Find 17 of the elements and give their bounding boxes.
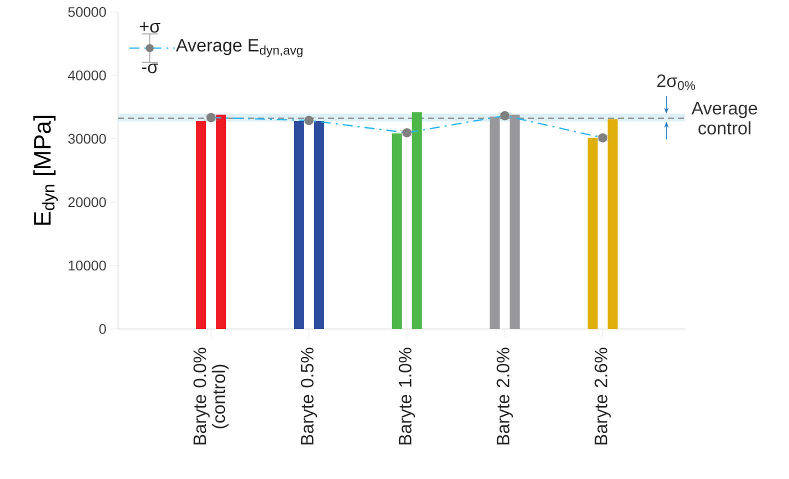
annotation: +σ [140, 22, 160, 33]
legend-label: Average E$_{dyn,avg}$ [176, 39, 302, 58]
y-axis-title: E$_{dyn}$ [MPa] [33, 116, 58, 225]
x-tick-label: Baryte 2.0% [496, 348, 513, 444]
y-tick-label: 50000 [68, 7, 106, 17]
x-tick-label: Baryte 0.5% [300, 348, 318, 444]
x-tick-label: Baryte 0.0% (control) [193, 348, 229, 444]
y-tick-label: 10000 [68, 260, 106, 271]
y-tick-label: 40000 [68, 70, 106, 80]
band-label: 2σ$_{0%}$ [657, 74, 696, 90]
x-tick-label: Baryte 1.0% [398, 348, 416, 444]
x-tick-label: Baryte 2.6% [594, 348, 611, 444]
y-tick-label: 30000 [68, 134, 106, 144]
ref-line-label: Average control [691, 102, 758, 134]
annotation: -σ [142, 64, 158, 74]
y-tick-label: 20000 [68, 197, 106, 208]
y-tick-label: 0 [99, 324, 106, 334]
